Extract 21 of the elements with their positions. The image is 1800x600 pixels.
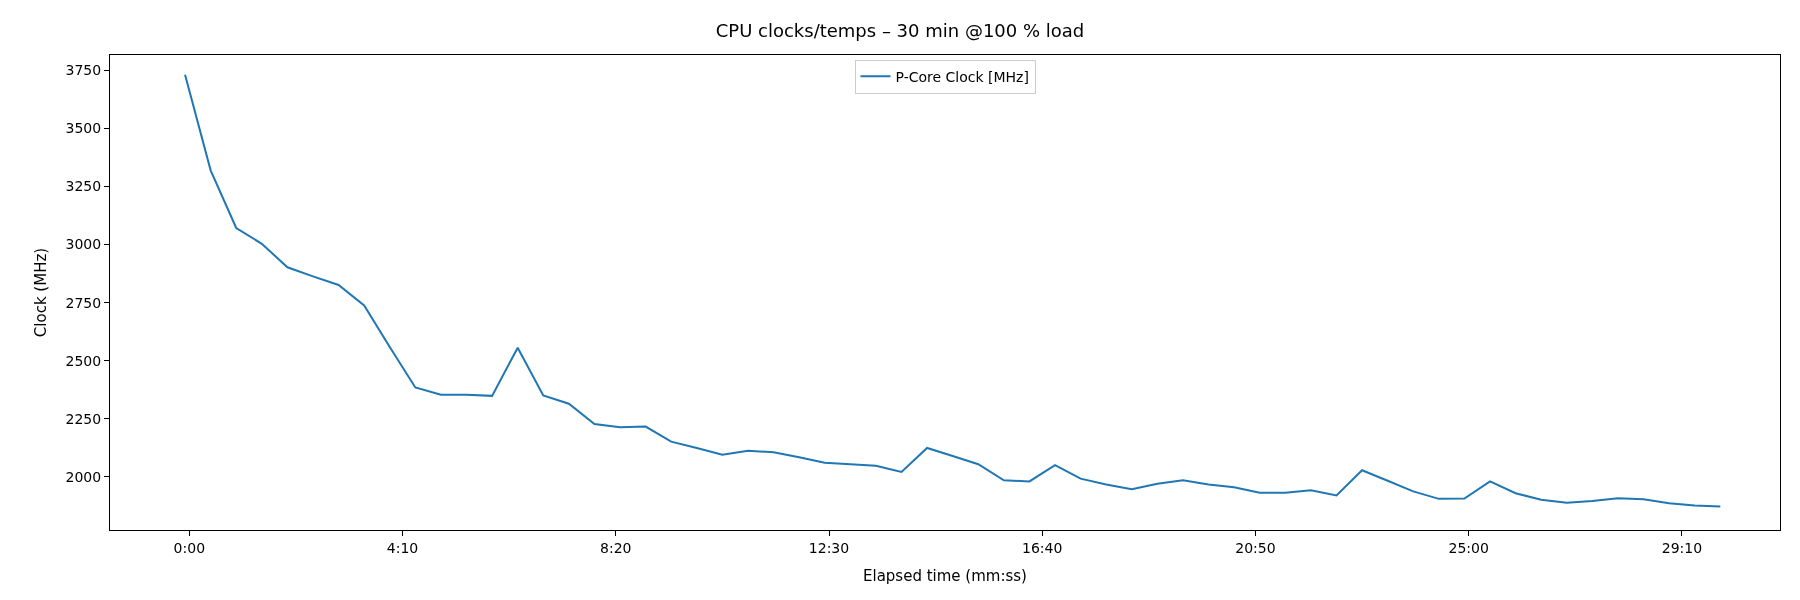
- y-tick-label: 3250: [65, 178, 102, 195]
- x-tick-label: 25:00: [1448, 539, 1489, 556]
- y-tick-label: 3750: [65, 62, 102, 79]
- x-tick-label: 20:50: [1235, 539, 1276, 556]
- x-tick-label: 8:20: [600, 539, 632, 556]
- x-tick-label: 29:10: [1661, 539, 1703, 556]
- chart-title: CPU clocks/temps – 30 min @100 % load: [715, 19, 1085, 41]
- y-tick-label: 2500: [65, 352, 102, 369]
- y-tick-label: 3500: [65, 120, 102, 137]
- y-tick-label: 2750: [65, 294, 102, 311]
- legend-label: P-Core Clock [MHz]: [895, 68, 1029, 85]
- y-tick-label: 2000: [65, 468, 102, 485]
- x-tick-label: 12:30: [808, 539, 850, 556]
- x-tick-label: 4:10: [386, 539, 419, 556]
- y-tick-label: 3000: [65, 236, 102, 253]
- x-tick-label: 16:40: [1022, 539, 1063, 556]
- x-axis-title: Elapsed time (mm:ss): [863, 566, 1027, 585]
- y-axis-title: Clock (MHz): [31, 247, 50, 338]
- line-series: [184, 73, 1722, 508]
- y-tick-label: 2250: [65, 410, 102, 427]
- x-tick-label: 0:00: [173, 539, 206, 556]
